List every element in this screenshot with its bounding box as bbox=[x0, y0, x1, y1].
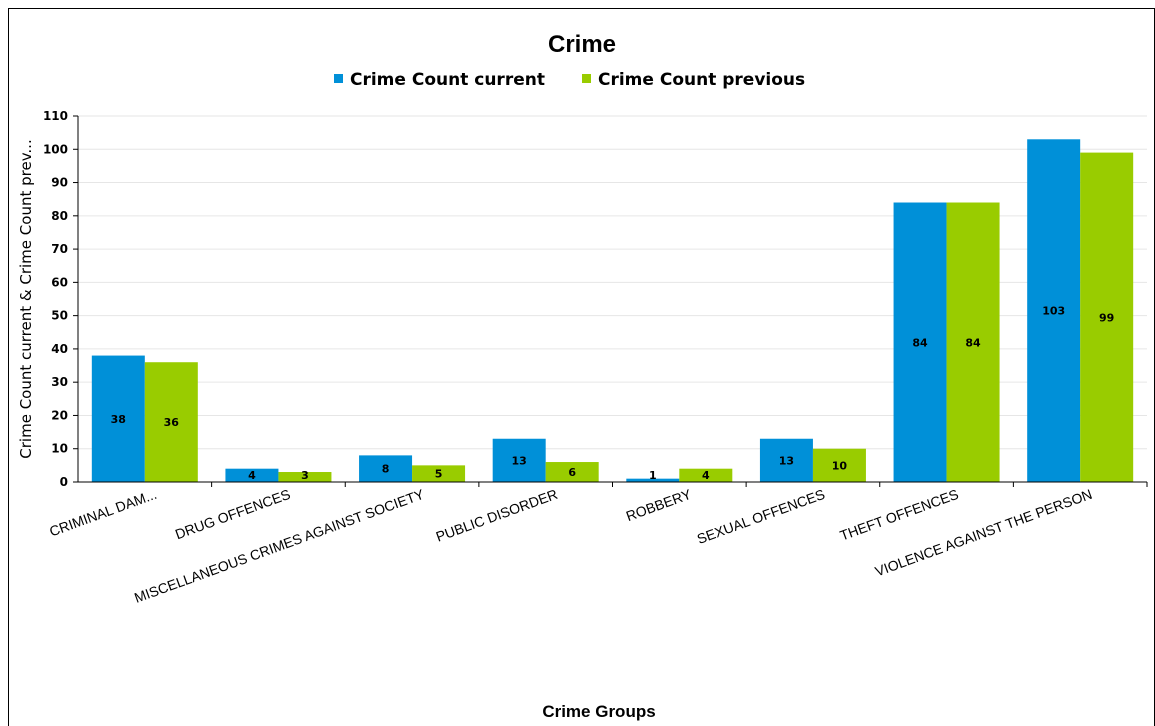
legend-label-current: Crime Count current bbox=[350, 70, 545, 90]
x-tick-label: CRIMINAL DAM... bbox=[47, 486, 159, 540]
y-tick-labels: 0 10 20 30 40 50 60 70 80 90 100 110 bbox=[43, 109, 68, 489]
data-label: 13 bbox=[779, 454, 794, 467]
data-label: 13 bbox=[512, 454, 527, 467]
bar-previous bbox=[144, 362, 198, 482]
bar-current bbox=[759, 438, 813, 482]
bar-previous bbox=[1080, 152, 1134, 482]
x-tick-labels: CRIMINAL DAM... DRUG OFFENCESMISCELLANEOU… bbox=[47, 486, 1094, 606]
data-label: 10 bbox=[832, 459, 848, 472]
data-label: 38 bbox=[111, 413, 126, 426]
bars bbox=[91, 139, 1134, 483]
data-label: 1 bbox=[649, 469, 657, 482]
x-tick-label: PUBLIC DISORDER bbox=[434, 486, 560, 545]
data-label: 99 bbox=[1099, 311, 1114, 324]
axes bbox=[73, 115, 1148, 487]
x-tick-label: ROBBERY bbox=[624, 486, 694, 525]
data-label: 4 bbox=[702, 469, 710, 482]
x-tick-label: VIOLENCE AGAINST THE PERSON bbox=[873, 486, 1094, 580]
legend-label-previous: Crime Count previous bbox=[598, 70, 805, 90]
x-tick-label: THEFT OFFENCES bbox=[838, 486, 961, 544]
bar-previous bbox=[278, 472, 332, 482]
legend-swatch-current bbox=[334, 74, 343, 83]
bar-current bbox=[91, 355, 145, 482]
data-label: 103 bbox=[1042, 305, 1065, 318]
data-label: 36 bbox=[164, 416, 180, 429]
bar-previous bbox=[412, 465, 466, 482]
data-label: 8 bbox=[382, 463, 390, 476]
data-label: 6 bbox=[568, 466, 576, 479]
bar-current bbox=[359, 455, 413, 482]
x-axis-title: Crime Groups bbox=[542, 702, 655, 721]
bar-previous bbox=[946, 202, 1000, 482]
bar-current bbox=[893, 202, 947, 482]
data-label: 3 bbox=[301, 469, 309, 482]
y-tick-label: 10 bbox=[51, 442, 68, 456]
bar-current bbox=[492, 438, 546, 482]
y-tick-label: 90 bbox=[51, 176, 68, 190]
y-tick-label: 70 bbox=[51, 242, 68, 256]
bar-previous bbox=[812, 448, 866, 482]
bar-current bbox=[626, 478, 680, 482]
y-axis-title: Crime Count current & Crime Count prev..… bbox=[17, 139, 35, 458]
data-label: 84 bbox=[912, 336, 928, 349]
legend-swatch-previous bbox=[582, 74, 591, 83]
bar-previous bbox=[545, 462, 599, 482]
y-tick-label: 60 bbox=[51, 275, 68, 289]
data-label: 5 bbox=[435, 468, 443, 481]
legend: Crime Count current Crime Count previous bbox=[334, 70, 805, 90]
y-tick-label: 50 bbox=[51, 309, 68, 323]
x-tick-label: SEXUAL OFFENCES bbox=[695, 486, 827, 547]
x-tick-label: DRUG OFFENCES bbox=[173, 486, 292, 543]
bar-previous bbox=[679, 468, 733, 482]
gridlines bbox=[78, 115, 1147, 450]
bar-current bbox=[1027, 139, 1081, 483]
y-tick-label: 100 bbox=[43, 142, 68, 156]
y-tick-label: 40 bbox=[51, 342, 68, 356]
y-tick-label: 20 bbox=[51, 408, 68, 422]
y-tick-label: 110 bbox=[43, 109, 68, 123]
y-tick-label: 80 bbox=[51, 209, 68, 223]
bar-current bbox=[225, 468, 279, 482]
data-label: 84 bbox=[965, 336, 981, 349]
y-tick-label: 0 bbox=[60, 475, 68, 489]
y-tick-label: 30 bbox=[51, 375, 68, 389]
data-label: 4 bbox=[248, 469, 256, 482]
chart-title: Crime bbox=[548, 31, 616, 58]
